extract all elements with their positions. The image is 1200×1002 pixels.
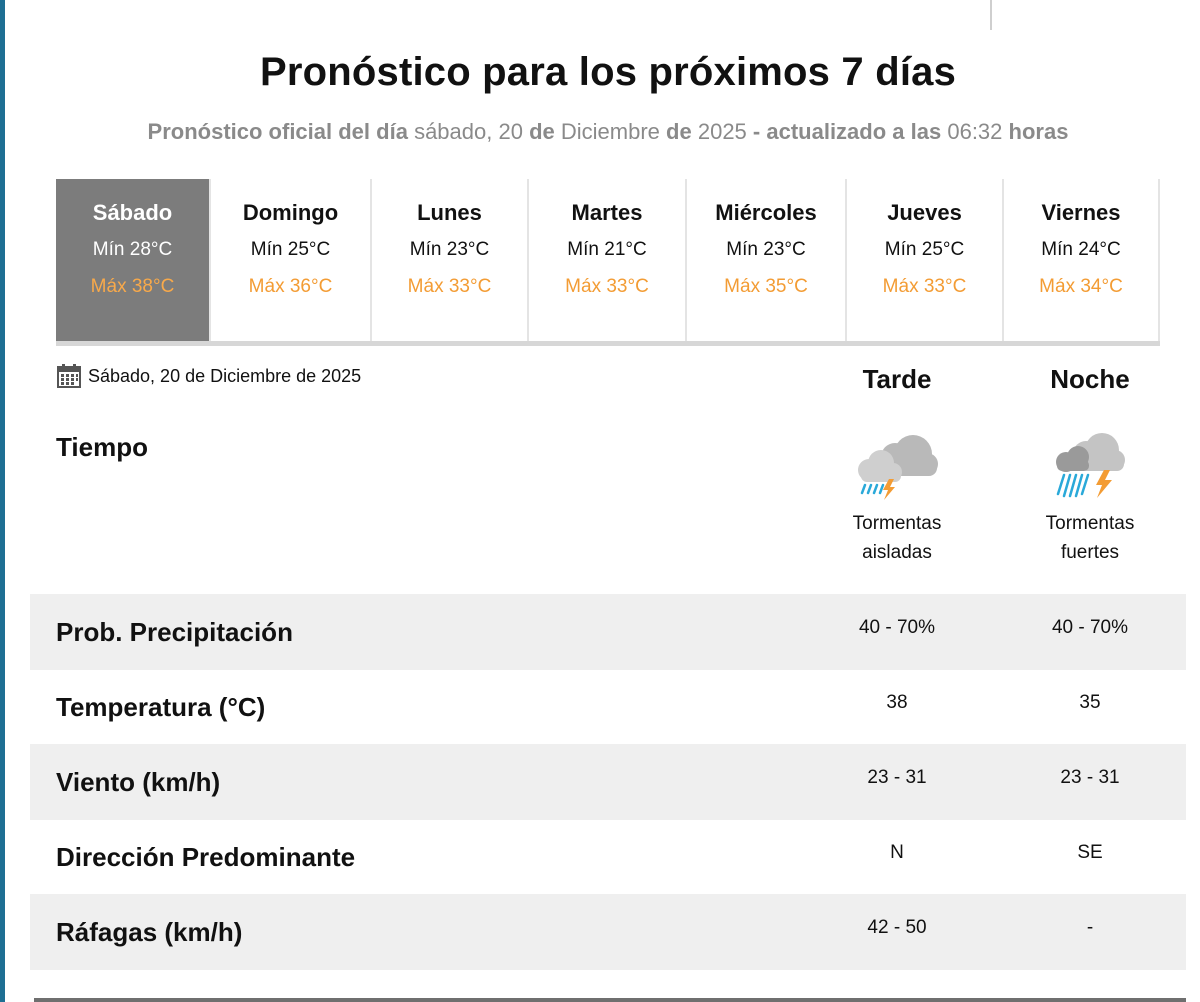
value-noche: - <box>1086 917 1094 938</box>
weather-text-line: Tormentas <box>1045 513 1135 534</box>
day-tab-sabado[interactable]: Sábado Mín 28°C Máx 38°C <box>56 179 211 341</box>
column-header-tarde: Tarde <box>862 364 932 394</box>
subtitle-hours: horas <box>1008 119 1069 144</box>
day-tabs: Sábado Mín 28°C Máx 38°C Domingo Mín 25°… <box>56 179 1160 346</box>
subtitle-prefix: Pronóstico oficial del día <box>147 119 408 144</box>
day-tab-jueves[interactable]: Jueves Mín 25°C Máx 33°C <box>847 179 1004 341</box>
heavy-storms-icon <box>1056 433 1125 498</box>
row-temperatura: Temperatura (°C) 38 35 <box>30 669 1186 745</box>
value-noche: 23 - 31 <box>1060 767 1120 788</box>
value-tarde: 23 - 31 <box>867 767 927 788</box>
row-direccion-predominante: Dirección Predominante N SE <box>30 819 1186 895</box>
top-divider <box>990 0 992 30</box>
subtitle-de2: de <box>666 119 692 144</box>
row-label: Viento (km/h) <box>56 766 221 797</box>
isolated-storms-icon <box>858 435 938 500</box>
row-prob-precipitacion: Prob. Precipitación 40 - 70% 40 - 70% <box>30 594 1186 670</box>
day-min-temp: Mín 24°C <box>1041 239 1121 260</box>
row-label: Prob. Precipitación <box>56 616 293 647</box>
day-min-temp: Mín 23°C <box>726 239 806 260</box>
subtitle-weekday: sábado, 20 <box>414 119 523 144</box>
day-min-temp: Mín 28°C <box>92 239 173 260</box>
forecast-subtitle: Pronóstico oficial del día sábado, 20 de… <box>0 119 1200 145</box>
value-tarde: 40 - 70% <box>858 617 936 638</box>
day-max-temp: Máx 33°C <box>565 276 649 297</box>
value-noche: 40 - 70% <box>1051 617 1129 638</box>
day-min-temp: Mín 21°C <box>567 239 647 260</box>
day-max-temp: Máx 34°C <box>1039 276 1123 297</box>
weather-description-noche: Tormentas fuertes <box>990 509 1190 567</box>
weather-text-line: aisladas <box>862 542 932 563</box>
day-min-temp: Mín 25°C <box>884 239 965 260</box>
row-label: Temperatura (°C) <box>56 691 266 722</box>
left-edge-strip <box>0 0 5 1002</box>
day-min-temp: Mín 25°C <box>250 239 331 260</box>
value-tarde: 38 <box>886 692 908 713</box>
day-max-temp: Máx 33°C <box>882 276 967 297</box>
weather-text-line: fuertes <box>1060 542 1120 563</box>
day-max-temp: Máx 38°C <box>90 276 175 297</box>
subtitle-updated: - actualizado a las <box>752 119 942 144</box>
day-tab-lunes[interactable]: Lunes Mín 23°C Máx 33°C <box>372 179 529 341</box>
value-noche: 35 <box>1079 692 1101 713</box>
day-name: Martes <box>571 200 643 225</box>
subtitle-de1: de <box>529 119 555 144</box>
weather-description-tarde: Tormentas aisladas <box>797 509 997 567</box>
row-label: Ráfagas (km/h) <box>56 916 243 947</box>
value-tarde: 42 - 50 <box>867 917 927 938</box>
day-name: Lunes <box>417 200 482 225</box>
subtitle-month: Diciembre <box>560 119 660 144</box>
subtitle-time: 06:32 <box>947 119 1003 144</box>
subtitle-year: 2025 <box>697 119 747 144</box>
selected-date-text: Sábado, 20 de Diciembre de 2025 <box>88 365 362 386</box>
day-tab-viernes[interactable]: Viernes Mín 24°C Máx 34°C <box>1004 179 1160 341</box>
column-header-noche: Noche <box>1050 364 1130 394</box>
day-name: Miércoles <box>715 200 817 225</box>
bottom-divider <box>34 998 1186 1002</box>
tiempo-label: Tiempo <box>56 432 148 462</box>
weather-text-line: Tormentas <box>852 513 942 534</box>
day-name: Viernes <box>1041 200 1121 225</box>
selected-date: Sábado, 20 de Diciembre de 2025 <box>56 363 361 389</box>
day-tab-martes[interactable]: Martes Mín 21°C Máx 33°C <box>529 179 687 341</box>
row-rafagas: Ráfagas (km/h) 42 - 50 - <box>30 894 1186 970</box>
day-name: Jueves <box>887 200 962 225</box>
day-tab-miercoles[interactable]: Miércoles Mín 23°C Máx 35°C <box>687 179 847 341</box>
row-label: Dirección Predominante <box>56 841 356 872</box>
day-tab-domingo[interactable]: Domingo Mín 25°C Máx 36°C <box>211 179 372 341</box>
value-noche: SE <box>1077 842 1103 863</box>
day-max-temp: Máx 35°C <box>724 276 808 297</box>
day-max-temp: Máx 33°C <box>407 276 492 297</box>
day-name: Sábado <box>92 200 173 225</box>
day-name: Domingo <box>242 200 339 225</box>
calendar-icon <box>57 364 81 388</box>
day-min-temp: Mín 23°C <box>409 239 490 260</box>
value-tarde: N <box>890 842 904 863</box>
page-title: Pronóstico para los próximos 7 días <box>259 50 957 94</box>
row-viento: Viento (km/h) 23 - 31 23 - 31 <box>30 744 1186 820</box>
day-max-temp: Máx 36°C <box>248 276 333 297</box>
